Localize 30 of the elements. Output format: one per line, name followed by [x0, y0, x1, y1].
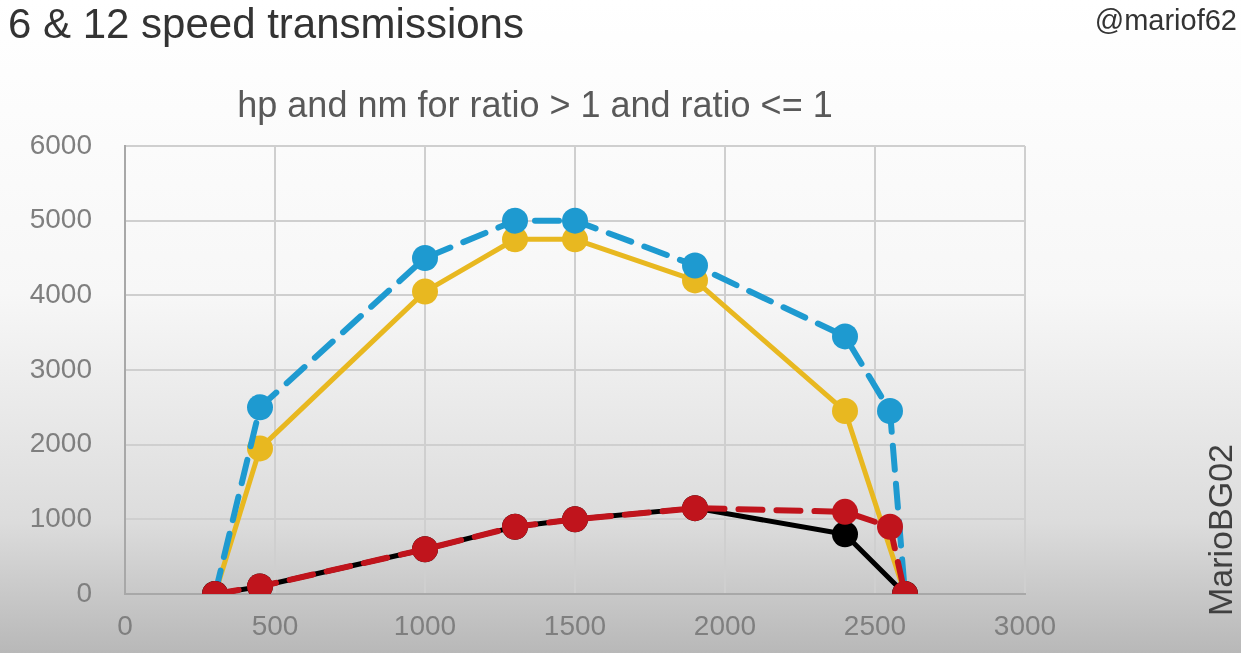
x-tick-label: 2000 [693, 609, 757, 641]
y-tick-label: 5000 [29, 203, 92, 235]
point [562, 207, 588, 234]
point [832, 398, 858, 425]
point [832, 521, 858, 548]
text: MarioBG02 [1200, 444, 1240, 616]
point [682, 252, 708, 279]
chart-title: hp and nm for ratio > 1 and ratio <= 1 [236, 84, 834, 126]
x-tick-label: 1000 [393, 609, 457, 641]
point [412, 278, 438, 305]
point [877, 398, 903, 425]
y-tick-label: 2000 [29, 427, 92, 459]
y-tick-label: 4000 [29, 278, 92, 310]
text: @mariof62 [1094, 4, 1237, 37]
x-tick-label: 0 [117, 609, 133, 641]
point [877, 513, 903, 540]
y-tick-label: 0 [76, 576, 92, 608]
point [832, 323, 858, 350]
point [832, 498, 858, 525]
point [412, 245, 438, 271]
x-tick-label: 3000 [993, 609, 1057, 641]
point [247, 394, 273, 421]
y-tick-label: 1000 [29, 502, 92, 534]
point [502, 207, 528, 234]
x-tick-label: 500 [251, 609, 299, 641]
x-tick-label: 1500 [543, 609, 607, 641]
y-tick-label: 6000 [29, 128, 92, 160]
x-tick-label: 2500 [843, 609, 907, 641]
text: 6 & 12 speed transmissions [8, 0, 524, 48]
y-tick-label: 3000 [29, 352, 92, 384]
